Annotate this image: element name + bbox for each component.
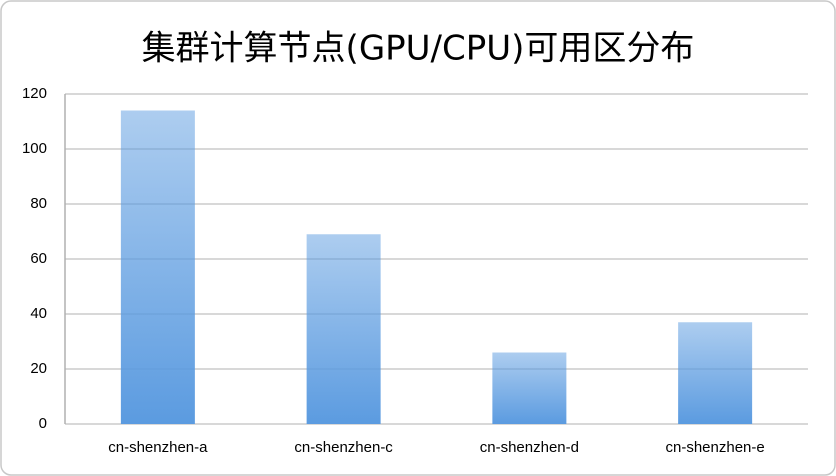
x-tick-label: cn-shenzhen-c [294, 439, 393, 456]
bar [120, 110, 195, 424]
y-tick-label: 80 [30, 195, 47, 212]
x-tick-label: cn-shenzhen-d [480, 439, 579, 456]
chart-title: 集群计算节点(GPU/CPU)可用区分布 [142, 29, 695, 69]
y-tick-label: 20 [30, 360, 47, 377]
bar [492, 352, 567, 424]
y-tick-label: 100 [22, 140, 47, 157]
x-tick-label: cn-shenzhen-e [666, 439, 765, 456]
bar [306, 234, 381, 424]
y-tick-label: 0 [39, 415, 47, 432]
y-tick-label: 120 [22, 85, 47, 102]
y-tick-label: 40 [30, 305, 47, 322]
x-tick-label: cn-shenzhen-a [108, 439, 208, 456]
bar [678, 322, 753, 424]
y-tick-label: 60 [30, 250, 47, 267]
